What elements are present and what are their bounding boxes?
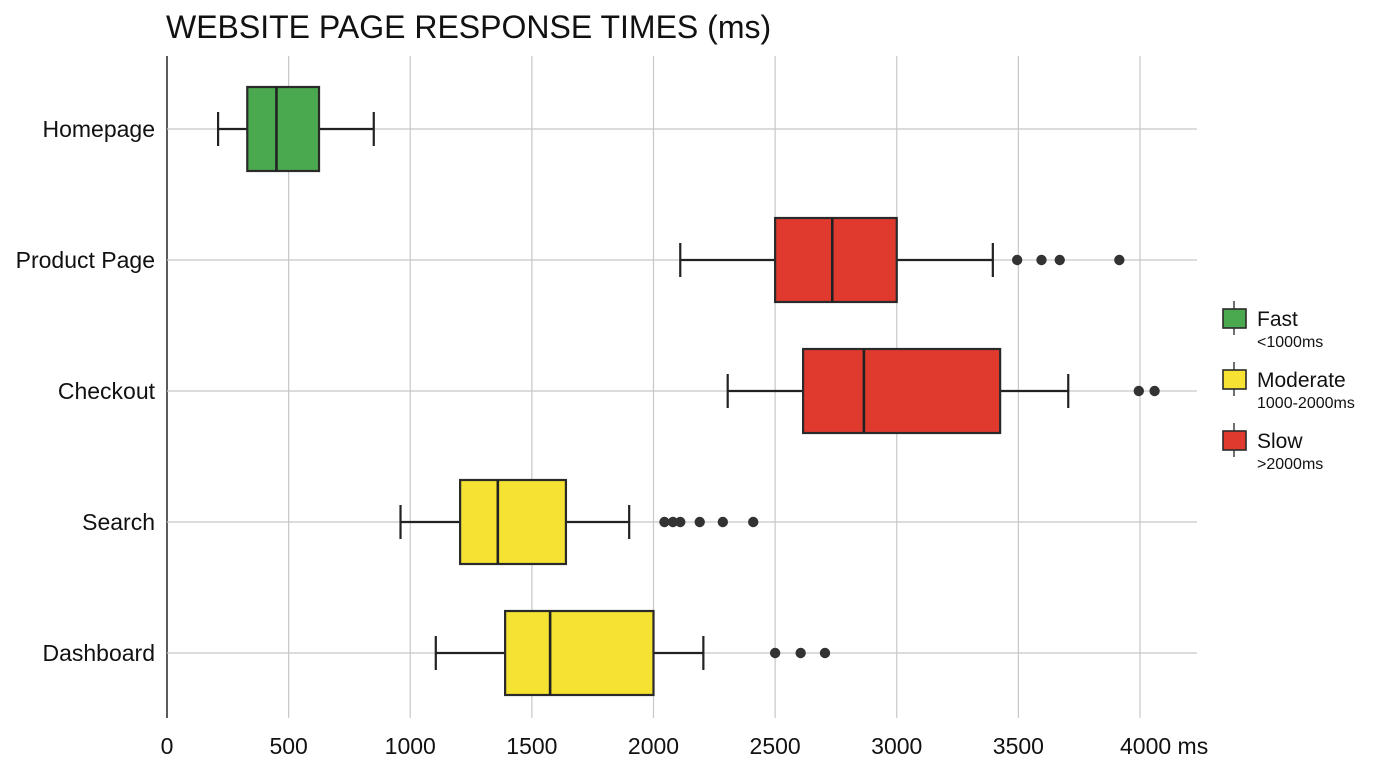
legend-item-slow: Slow >2000ms: [1222, 423, 1323, 473]
legend: Fast <1000ms Moderate 1000-2000ms Slow >2000m…: [1222, 301, 1355, 473]
outlier-point: [694, 516, 705, 528]
outlier-point: [1133, 385, 1144, 397]
outlier-point: [1036, 254, 1047, 266]
box-product-page: [679, 216, 1125, 304]
iqr-box: [504, 609, 655, 697]
x-tick-label: 1000: [385, 733, 436, 759]
outlier-point: [769, 647, 781, 659]
label-layer: 0 500 1000 1500 2000 2500 3000 3500 4000 ms Homep…: [16, 116, 1209, 759]
outlier-point: [659, 516, 670, 528]
x-tick-label: 3500: [993, 733, 1044, 759]
legend-range-label: 1000-2000ms: [1257, 395, 1355, 412]
x-tick-label: 2500: [750, 733, 801, 759]
chart-title: WEBSITE PAGE RESPONSE TIMES (ms): [166, 9, 771, 45]
legend-item-moderate: Moderate 1000-2000ms: [1222, 362, 1355, 412]
iqr-box: [774, 216, 898, 304]
legend-range-label: <1000ms: [1257, 334, 1323, 351]
outlier-point: [795, 647, 806, 659]
legend-swatch: [1222, 369, 1247, 390]
outlier-point: [819, 647, 831, 659]
x-tick-label: 3000: [871, 733, 922, 759]
grid-layer: [166, 56, 1197, 718]
outlier-point: [1149, 385, 1160, 397]
x-tick-label: 0: [161, 733, 174, 759]
outlier-point: [675, 516, 686, 528]
legend-label: Fast: [1257, 308, 1298, 331]
x-tick-label: 2000: [628, 733, 679, 759]
iqr-box: [459, 478, 568, 566]
legend-swatch: [1222, 430, 1247, 451]
box-checkout: [726, 347, 1160, 435]
legend-label: Slow: [1257, 430, 1303, 453]
category-label: Dashboard: [42, 640, 155, 666]
category-label: Checkout: [58, 378, 156, 404]
outlier-point: [1114, 254, 1125, 266]
outlier-point: [748, 516, 759, 528]
x-tick-label: 500: [269, 733, 307, 759]
x-tick-label: 4000 ms: [1120, 733, 1208, 759]
category-label: Search: [82, 509, 155, 535]
box-homepage: [216, 85, 375, 173]
outlier-point: [1011, 254, 1023, 266]
legend-range-label: >2000ms: [1257, 456, 1323, 473]
iqr-box: [801, 347, 1002, 435]
box-layer: [216, 85, 1160, 697]
legend-swatch: [1222, 308, 1247, 329]
outlier-point: [1054, 254, 1065, 266]
legend-item-fast: Fast <1000ms: [1222, 301, 1323, 351]
box-dashboard: [434, 609, 831, 697]
outlier-point: [717, 516, 729, 528]
category-label: Product Page: [16, 247, 155, 273]
legend-label: Moderate: [1257, 369, 1346, 392]
box-search: [399, 478, 759, 566]
outlier-point: [667, 516, 679, 528]
x-tick-label: 1500: [506, 733, 557, 759]
iqr-box: [246, 85, 321, 173]
category-label: Homepage: [42, 116, 155, 142]
